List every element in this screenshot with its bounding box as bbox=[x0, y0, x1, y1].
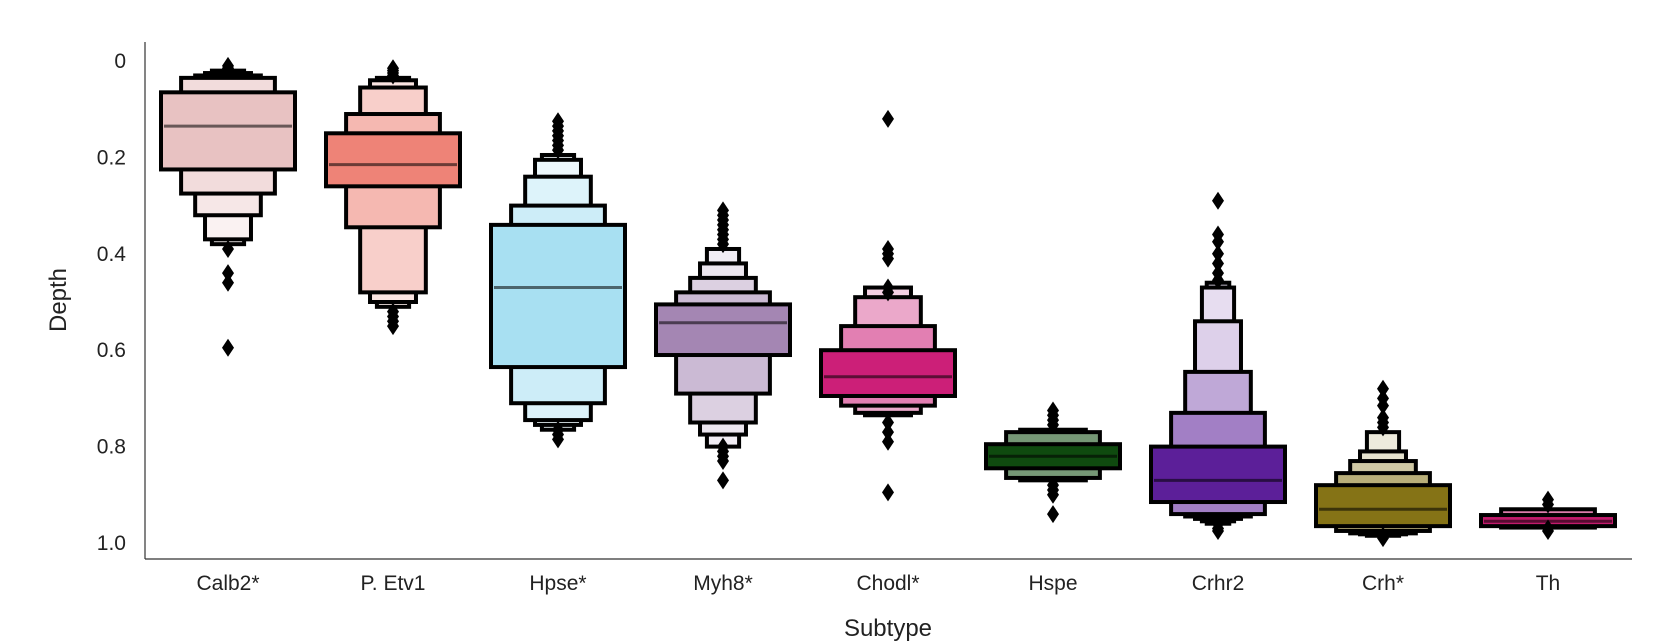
outlier-point bbox=[222, 239, 234, 258]
outlier-point bbox=[1212, 521, 1224, 540]
x-tick-label: P. Etv1 bbox=[361, 572, 426, 595]
outlier-point bbox=[1212, 271, 1224, 290]
boxen-level-1 bbox=[489, 222, 627, 370]
boxen-crh bbox=[1314, 379, 1452, 548]
y-tick-label: 0.4 bbox=[97, 243, 127, 266]
boxen-hpse bbox=[489, 112, 627, 449]
axes bbox=[144, 42, 1632, 560]
outlier-point bbox=[717, 452, 729, 471]
boxen-myh8 bbox=[654, 201, 792, 490]
boxen-p-etv1 bbox=[324, 59, 462, 336]
outlier-point bbox=[882, 109, 894, 128]
outlier-point bbox=[222, 59, 234, 78]
boxen-series bbox=[159, 56, 1617, 548]
outlier-point bbox=[1212, 254, 1224, 273]
outlier-point bbox=[1542, 495, 1554, 514]
boxen-level-1 bbox=[819, 348, 957, 398]
outlier-point bbox=[717, 471, 729, 490]
outlier-point bbox=[1377, 379, 1389, 398]
y-tick-label: 0.8 bbox=[97, 436, 126, 459]
x-tick-label: Hspe bbox=[1028, 572, 1077, 595]
outlier-point bbox=[882, 432, 894, 451]
boxen-level-1 bbox=[324, 131, 462, 189]
outlier-point bbox=[387, 317, 399, 336]
outlier-point bbox=[1047, 485, 1059, 504]
y-tick-label: 0.2 bbox=[97, 146, 126, 169]
y-axis-title: Depth bbox=[45, 268, 72, 332]
outlier-point bbox=[1542, 521, 1554, 540]
outlier-point bbox=[552, 141, 564, 160]
outlier-point bbox=[1377, 396, 1389, 415]
boxen-chodl bbox=[819, 109, 957, 502]
y-tick-label: 1.0 bbox=[97, 532, 126, 555]
outlier-point bbox=[1212, 244, 1224, 263]
y-tick-labels: 0 0.2 0.4 0.6 0.8 1.0 bbox=[97, 50, 127, 555]
outlier-point bbox=[1212, 232, 1224, 251]
boxen-level-1 bbox=[1149, 444, 1287, 505]
x-tick-label: Myh8* bbox=[693, 572, 753, 595]
outlier-point bbox=[882, 249, 894, 268]
x-tick-label: Crhr2 bbox=[1192, 572, 1245, 595]
outlier-point bbox=[387, 66, 399, 85]
outlier-point bbox=[222, 338, 234, 357]
outlier-point bbox=[882, 483, 894, 502]
outlier-point bbox=[882, 423, 894, 442]
x-axis-title: Subtype bbox=[844, 615, 932, 642]
boxen-calb2 bbox=[159, 56, 297, 357]
outlier-point bbox=[552, 430, 564, 449]
y-tick-label: 0.6 bbox=[97, 339, 126, 362]
outlier-point bbox=[882, 413, 894, 432]
x-tick-label: Hpse* bbox=[529, 572, 586, 595]
outlier-point bbox=[222, 264, 234, 283]
x-tick-label: Calb2* bbox=[196, 572, 259, 595]
outlier-point bbox=[222, 273, 234, 292]
x-tick-label: Chodl* bbox=[856, 572, 919, 595]
outlier-point bbox=[1047, 415, 1059, 434]
boxen-level-1 bbox=[1314, 483, 1452, 529]
boxen-th bbox=[1479, 490, 1617, 540]
y-tick-label: 0 bbox=[114, 50, 126, 73]
outlier-point bbox=[882, 283, 894, 302]
boxen-level-1 bbox=[654, 302, 792, 358]
outlier-point bbox=[1377, 418, 1389, 437]
outlier-point bbox=[1377, 529, 1389, 548]
x-tick-label: Crh* bbox=[1362, 572, 1404, 595]
outlier-point bbox=[1212, 191, 1224, 210]
x-tick-label: Th bbox=[1536, 572, 1561, 595]
outlier-point bbox=[1047, 505, 1059, 524]
outlier-point bbox=[717, 235, 729, 254]
boxen-hspe bbox=[984, 401, 1122, 524]
boxen-level-1 bbox=[159, 90, 297, 172]
x-tick-labels: Calb2* P. Etv1 Hpse* Myh8* Chodl* Hspe Crhr2 Cr… bbox=[196, 572, 1560, 595]
boxen-crhr2 bbox=[1149, 191, 1287, 540]
